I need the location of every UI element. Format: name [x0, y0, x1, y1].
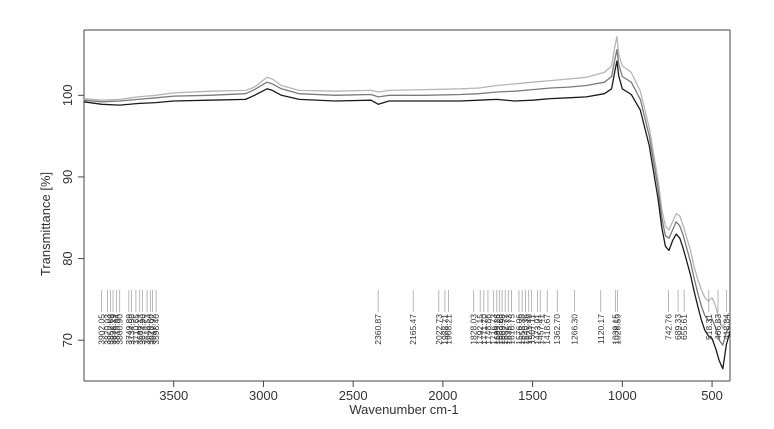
- peak-label: 3710.65: [131, 314, 141, 345]
- peak-label: 3819.94: [111, 314, 121, 345]
- y-tick-label: 80: [60, 251, 75, 265]
- y-tick-label: 100: [60, 84, 75, 106]
- peak-label: 655.61: [679, 314, 689, 340]
- peak-label-layer: 3902.053870.033852.693838.193819.943800.…: [97, 290, 732, 345]
- x-tick-label: 500: [701, 388, 723, 403]
- peak-label: 1716.73: [489, 314, 499, 345]
- peak-label: 1748.86: [483, 314, 493, 345]
- peak-label: 1616.75: [507, 314, 517, 345]
- x-tick-label: 3000: [249, 388, 278, 403]
- peak-label: 2165.47: [408, 314, 418, 345]
- peak-label: 1968.21: [444, 314, 454, 345]
- x-axis-title: Wavenumber cm-1: [349, 402, 458, 417]
- peak-label: 1792.15: [475, 314, 485, 345]
- x-tick-label: 2000: [428, 388, 457, 403]
- peak-label: 1635.73: [503, 314, 513, 345]
- peak-label: 3674.90: [137, 314, 147, 345]
- peak-label: 1418.67: [542, 314, 552, 345]
- peak-label: 1699.26: [492, 314, 502, 345]
- peak-label: 1828.03: [469, 314, 479, 345]
- peak-label: 742.76: [663, 314, 673, 340]
- peak-label: 3628.60: [146, 314, 156, 345]
- peak-label: 1362.70: [552, 314, 562, 345]
- peak-label: 1683.28: [495, 314, 505, 345]
- peak-label: 3870.03: [102, 314, 112, 345]
- peak-label: 1507.11: [526, 314, 536, 344]
- peak-label: 1457.41: [535, 314, 545, 345]
- peak-label: 3902.05: [97, 314, 107, 345]
- peak-label: 1558.30: [517, 314, 527, 345]
- peak-label: 1540.36: [520, 314, 530, 345]
- peak-label: 3689.13: [135, 314, 145, 345]
- peak-label: 1473.01: [532, 314, 542, 345]
- peak-label: 3648.53: [142, 314, 152, 345]
- peak-label: 1039.15: [610, 314, 620, 345]
- x-tick-label: 1500: [518, 388, 547, 403]
- peak-label: 1988.71: [440, 314, 450, 345]
- y-tick-label: 70: [60, 333, 75, 347]
- series-layer: [83, 35, 731, 370]
- y-axis-title: Transmittance [%]: [38, 172, 53, 276]
- peak-label: 689.33: [673, 314, 683, 340]
- peak-label: 1771.70: [479, 314, 489, 345]
- x-tick-label: 2500: [339, 388, 368, 403]
- peak-label: 2022.73: [434, 314, 444, 345]
- peak-label: 1026.59: [613, 314, 623, 345]
- x-tick-label: 1000: [608, 388, 637, 403]
- peak-label: 3852.69: [105, 314, 115, 345]
- peak-label: 3800.90: [115, 314, 125, 345]
- peak-label: 1576.06: [514, 314, 524, 345]
- axis-layer: 3500 3000 2500 2000 1500 1000 500 70 80 90 100: [60, 84, 723, 403]
- peak-label: 1669.98: [497, 314, 507, 345]
- peak-label: 3838.19: [108, 314, 118, 345]
- peak-label: 3749.89: [124, 314, 134, 345]
- peak-label: 3598.40: [151, 314, 161, 345]
- peak-label: 466.83: [713, 314, 723, 340]
- peak-label: 518.31: [704, 314, 714, 340]
- spectrum-series-1: [83, 35, 731, 329]
- spectrum-series-3: [83, 60, 731, 370]
- peak-label: 2360.87: [373, 314, 383, 345]
- y-tick-label: 90: [60, 170, 75, 184]
- peak-label: 3734.50: [127, 314, 137, 345]
- peak-label: 1266.30: [570, 314, 580, 345]
- x-tick-label: 3500: [159, 388, 188, 403]
- peak-label: 1652.77: [500, 314, 510, 345]
- peak-label: 1521.40: [524, 314, 534, 345]
- peak-label: 418.84: [722, 314, 732, 340]
- peak-label: 1120.17: [596, 314, 606, 344]
- peak-label: 3617.92: [148, 314, 158, 345]
- spectrum-series-2: [83, 48, 731, 346]
